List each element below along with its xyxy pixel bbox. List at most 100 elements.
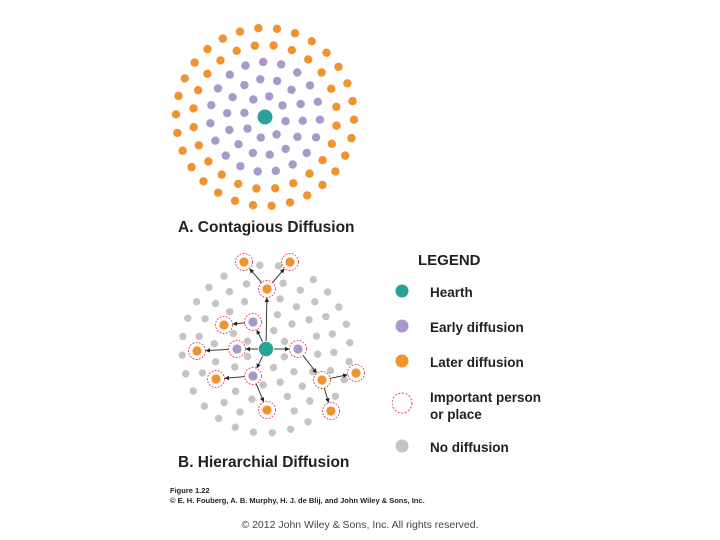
later-diffusion-dot <box>287 46 296 55</box>
no-diffusion-dot <box>179 332 187 341</box>
no-diffusion-dot <box>331 392 340 400</box>
early-diffusion-dot <box>248 317 258 327</box>
later-diffusion-dot <box>180 74 189 83</box>
later-diffusion-dot <box>189 123 198 132</box>
no-diffusion-dot <box>288 320 296 328</box>
later-diffusion-dot <box>199 177 208 186</box>
no-diffusion-dot <box>226 308 234 316</box>
legend-label-hearth: Hearth <box>430 285 473 300</box>
legend-label-early-diffusion: Early diffusion <box>430 320 524 335</box>
no-diffusion-dot <box>200 402 209 410</box>
later-diffusion-dot <box>271 184 280 193</box>
early-diffusion-dot <box>287 85 296 95</box>
important-place-ring <box>228 340 246 358</box>
early-diffusion-dot <box>228 93 237 102</box>
no-diffusion-dot <box>210 340 218 348</box>
no-diffusion-dot <box>256 261 264 269</box>
no-diffusion-dot <box>242 280 251 288</box>
later-diffusion-dot <box>174 91 183 101</box>
early-diffusion-dot <box>281 117 290 126</box>
important-place-ring <box>289 340 307 358</box>
early-diffusion-dot <box>302 148 311 158</box>
later-diffusion-dot <box>262 405 272 415</box>
early-diffusion-dot <box>240 108 249 118</box>
diffusion-arrow <box>249 268 263 284</box>
figure-number: Figure 1.22 <box>170 486 210 495</box>
early-diffusion-dot <box>305 81 315 90</box>
no-diffusion-dot <box>340 376 348 384</box>
later-diffusion-dot <box>218 34 227 43</box>
later-diffusion-dot <box>289 179 298 188</box>
early-diffusion-marker <box>395 319 409 333</box>
later-diffusion-dot <box>203 69 212 79</box>
no-diffusion-dot <box>335 303 343 311</box>
later-diffusion-dot <box>252 184 261 193</box>
later-diffusion-dot <box>189 104 198 113</box>
diffusion-arrow <box>329 373 348 379</box>
diffusion-arrow <box>232 321 246 326</box>
later-diffusion-dot <box>307 37 316 46</box>
contagious-diffusion-title: A. Contagious Diffusion <box>178 219 355 236</box>
early-diffusion-dot <box>271 166 280 176</box>
legend-title: LEGEND <box>418 252 481 269</box>
later-diffusion-dot <box>173 128 182 138</box>
later-diffusion-dot <box>347 133 356 143</box>
later-diffusion-dot <box>351 368 361 378</box>
early-diffusion-dot <box>221 151 230 160</box>
early-diffusion-dot <box>296 99 305 109</box>
early-diffusion-dot <box>211 136 220 145</box>
early-diffusion-dot <box>241 61 250 70</box>
later-diffusion-dot <box>234 179 243 188</box>
no-diffusion-marker <box>395 439 409 453</box>
early-diffusion-dot <box>313 97 322 107</box>
later-diffusion-dot <box>285 257 295 267</box>
early-diffusion-dot <box>272 76 282 86</box>
early-diffusion-dot <box>206 119 215 128</box>
early-diffusion-dot <box>298 116 307 126</box>
early-diffusion-dot <box>265 150 274 159</box>
later-diffusion-dot <box>254 24 263 33</box>
early-diffusion-dot <box>248 148 258 158</box>
early-diffusion-dot <box>281 144 290 154</box>
early-diffusion-dot <box>315 115 325 124</box>
later-diffusion-dot <box>214 188 223 197</box>
later-diffusion-dot <box>327 84 336 93</box>
no-diffusion-dot <box>280 337 289 346</box>
no-diffusion-dot <box>220 272 228 280</box>
later-diffusion-dot <box>331 167 340 176</box>
no-diffusion-dot <box>326 366 335 375</box>
later-diffusion-dot <box>219 320 229 330</box>
later-diffusion-dot <box>178 146 187 155</box>
figure-caption: Figure 1.22 © E. H. Fouberg, A. B. Murph… <box>170 486 425 506</box>
no-diffusion-dot <box>274 262 283 270</box>
later-diffusion-dot <box>187 162 196 172</box>
no-diffusion-dot <box>279 279 287 287</box>
no-diffusion-dot <box>229 329 238 338</box>
later-diffusion-dot <box>267 201 276 210</box>
no-diffusion-dot <box>312 332 321 340</box>
early-diffusion-dot <box>265 92 274 101</box>
important-place-ring <box>281 253 299 271</box>
no-diffusion-dot <box>248 395 256 403</box>
no-diffusion-dot <box>215 414 223 423</box>
early-diffusion-dot <box>225 125 234 135</box>
later-diffusion-dot <box>348 96 357 106</box>
later-diffusion-dot <box>322 48 331 57</box>
no-diffusion-dot <box>184 314 192 322</box>
no-diffusion-dot <box>259 381 267 389</box>
early-diffusion-dot <box>225 70 234 79</box>
later-diffusion-dot <box>203 44 212 54</box>
later-diffusion-dot <box>326 406 336 416</box>
diffusion-arrow <box>255 383 265 403</box>
later-diffusion-dot <box>334 62 343 72</box>
legend-label-important-person: Important person or place <box>430 390 542 422</box>
later-diffusion-dot <box>239 257 249 267</box>
diffusion-arrow <box>323 387 330 403</box>
later-diffusion-dot <box>318 180 327 190</box>
no-diffusion-dot <box>195 332 203 341</box>
no-diffusion-dot <box>305 316 313 324</box>
early-diffusion-dot <box>272 130 281 139</box>
early-diffusion-dot <box>253 167 262 176</box>
no-diffusion-dot <box>311 298 319 306</box>
